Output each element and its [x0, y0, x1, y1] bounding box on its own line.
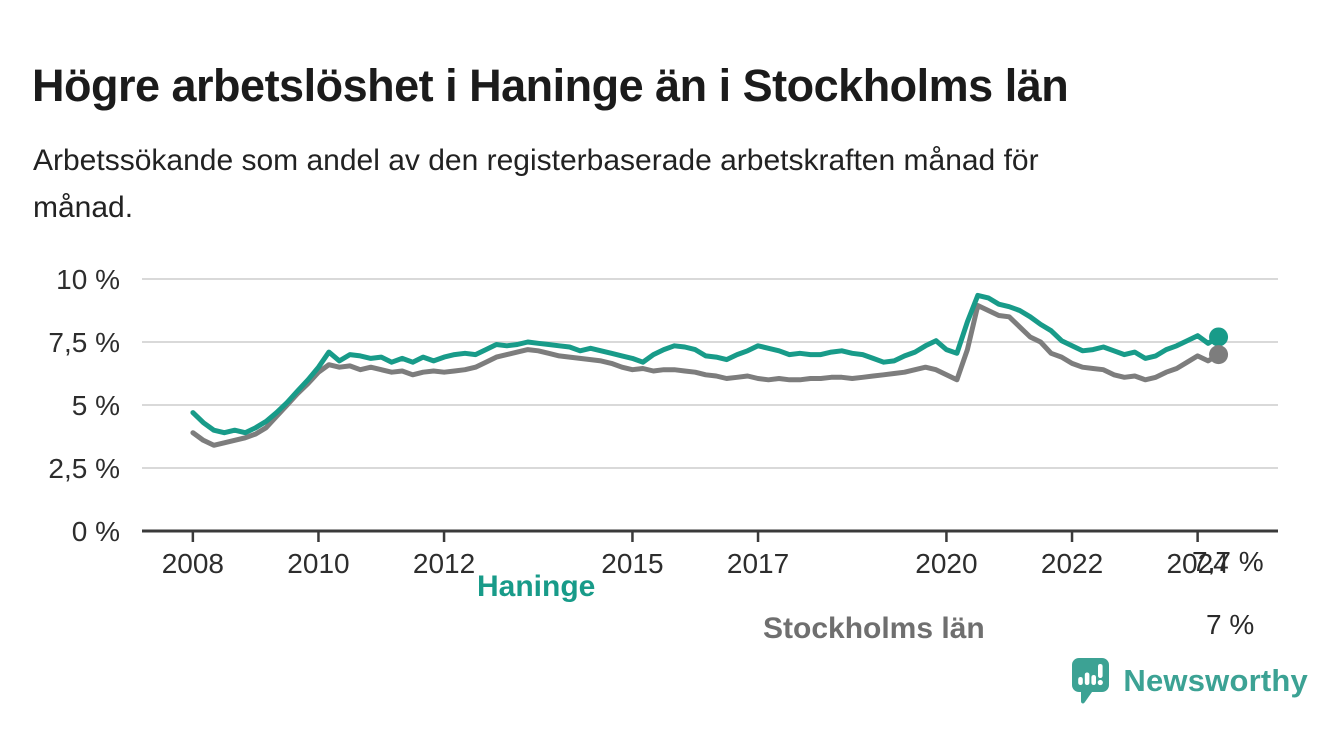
chart-canvas: 10 % 7,5 % 5 % 2,5 % 0 % 2008 2010 2012 2015 2017…	[48, 264, 1278, 579]
end-value-label-stockholms-lan: 7 %	[1206, 609, 1255, 640]
y-tick-label: 0 %	[72, 516, 120, 547]
chart-title: Högre arbetslöshet i Haninge än i Stockh…	[32, 60, 1069, 112]
series-label-haninge: Haninge	[477, 570, 596, 603]
x-tick-label: 2010	[287, 548, 349, 579]
x-tick-label: 2008	[162, 548, 224, 579]
end-value-label-haninge: 7,7 %	[1192, 546, 1264, 577]
y-tick-label: 2,5 %	[48, 453, 120, 484]
end-dot-haninge	[1209, 327, 1229, 347]
newsworthy-icon	[1072, 658, 1110, 704]
end-dot-stockholms-l-n	[1209, 345, 1229, 365]
y-tick-label: 5 %	[72, 390, 120, 421]
x-tick-label: 2015	[601, 548, 663, 579]
newsworthy-logo: Newsworthy	[1070, 655, 1308, 707]
chart-subtitle: Arbetssökande som andel av den registerb…	[33, 138, 1273, 231]
chart-subtitle-line-2: månad.	[33, 190, 134, 224]
x-tick-label: 2012	[413, 548, 475, 579]
line-chart: 10 % 7,5 % 5 % 2,5 % 0 % 2008 2010 2012 2015 2017…	[0, 250, 1340, 645]
series-line-haninge	[190, 292, 1222, 436]
chart-subtitle-line-1: Arbetssökande som andel av den registerb…	[33, 144, 1039, 177]
x-tick-label: 2022	[1041, 548, 1103, 579]
x-tick-label: 2020	[915, 548, 977, 579]
series-label-stockholms-lan: Stockholms län	[763, 612, 985, 645]
y-tick-label: 7,5 %	[48, 327, 120, 358]
newsworthy-wordmark: Newsworthy	[1123, 663, 1308, 698]
series-line-stockholms-l-n	[190, 303, 1222, 448]
x-tick-label: 2024	[1166, 548, 1228, 579]
y-tick-label: 10 %	[56, 264, 120, 295]
x-tick-label: 2017	[727, 548, 789, 579]
